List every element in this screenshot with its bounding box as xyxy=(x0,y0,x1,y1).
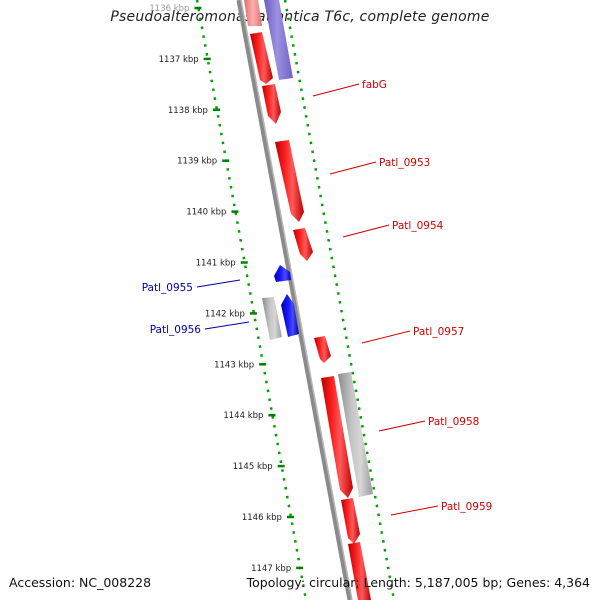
topology-text: Topology: circular; Length: 5,187,005 bp… xyxy=(247,575,590,590)
gene-feature-Patl_0954[interactable] xyxy=(293,228,313,261)
gene-label-Patl_0959[interactable]: Patl_0959 xyxy=(441,501,492,513)
scale-label: 1145 kbp xyxy=(233,462,273,472)
gene-features xyxy=(244,0,373,600)
gene-label-leader xyxy=(197,280,240,287)
scale-label: 1141 kbp xyxy=(196,259,236,269)
gene-label-Patl_0957[interactable]: Patl_0957 xyxy=(413,326,464,338)
scale-label: 1143 kbp xyxy=(214,360,254,370)
gene-label-Patl_0958[interactable]: Patl_0958 xyxy=(428,416,479,428)
scale-label: 1137 kbp xyxy=(159,55,199,65)
scale-label: 1139 kbp xyxy=(177,157,217,167)
scale-label: 1144 kbp xyxy=(223,411,263,421)
gene-label-fabG[interactable]: fabG xyxy=(362,79,387,91)
scale-label: 1142 kbp xyxy=(205,309,245,319)
gene-feature-pink[interactable] xyxy=(244,0,262,26)
scale-label: 1136 kbp xyxy=(149,4,189,14)
accession-text: Accession: NC_008228 xyxy=(9,575,151,590)
gene-feature-fabG[interactable] xyxy=(262,84,281,124)
gene-label-Patl_0953[interactable]: Patl_0953 xyxy=(379,157,430,169)
scale-label: 1147 kbp xyxy=(251,564,291,574)
gene-feature-gray[interactable] xyxy=(262,297,282,340)
scale-label: 1140 kbp xyxy=(186,208,226,218)
gene-label-Patl_0956[interactable]: Patl_0956 xyxy=(150,324,202,336)
gene-feature-forward-bottom[interactable] xyxy=(348,542,371,600)
gene-label-leader xyxy=(362,331,410,343)
gene-labels: fabG Patl_0953 Patl_0954 Patl_0955 Patl_0956… xyxy=(142,79,493,515)
gene-label-leader xyxy=(205,322,249,329)
gene-label-Patl_0955[interactable]: Patl_0955 xyxy=(142,282,193,294)
scale-label: 1146 kbp xyxy=(242,513,282,523)
gene-feature-Patl_0957[interactable] xyxy=(314,336,331,363)
gene-label-leader xyxy=(330,162,376,174)
gene-label-leader xyxy=(379,421,425,431)
gene-label-leader xyxy=(391,506,438,515)
genome-backbone xyxy=(239,0,350,600)
gene-label-Patl_0954[interactable]: Patl_0954 xyxy=(392,220,444,232)
gene-label-leader xyxy=(313,84,359,96)
gene-label-leader xyxy=(343,225,389,237)
scale-label: 1138 kbp xyxy=(168,106,208,116)
gene-feature-Patl_0959[interactable] xyxy=(341,498,360,544)
